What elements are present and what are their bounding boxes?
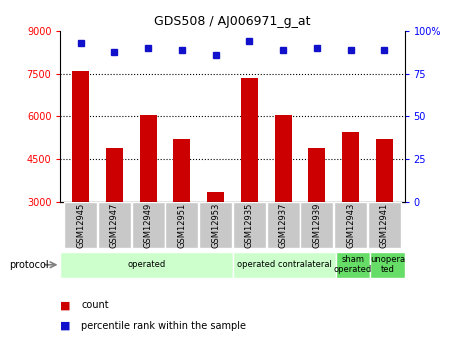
Bar <box>132 202 165 248</box>
Text: sham
operated: sham operated <box>334 255 372 275</box>
Text: unopera
ted: unopera ted <box>370 255 405 275</box>
Text: GSM12937: GSM12937 <box>279 203 288 248</box>
Title: GDS508 / AJ006971_g_at: GDS508 / AJ006971_g_at <box>154 16 311 29</box>
Bar <box>207 192 224 202</box>
Bar <box>300 202 333 248</box>
Bar <box>166 202 199 248</box>
Bar <box>233 202 266 248</box>
Bar <box>106 148 123 202</box>
Bar <box>173 139 190 202</box>
Bar <box>140 115 157 202</box>
Bar <box>368 202 401 248</box>
Text: GSM12949: GSM12949 <box>144 203 153 248</box>
Bar <box>72 71 89 202</box>
Text: GSM12941: GSM12941 <box>380 203 389 248</box>
Text: ■: ■ <box>60 321 71 331</box>
Bar <box>376 139 393 202</box>
Bar <box>275 115 292 202</box>
Bar <box>336 252 370 278</box>
Bar <box>342 132 359 202</box>
Bar <box>266 202 299 248</box>
Bar <box>334 202 367 248</box>
Bar <box>232 252 336 278</box>
Text: GSM12943: GSM12943 <box>346 203 355 248</box>
Text: GSM12945: GSM12945 <box>76 203 85 248</box>
Text: protocol: protocol <box>9 260 49 269</box>
Bar <box>370 252 405 278</box>
Bar <box>98 202 131 248</box>
Text: ■: ■ <box>60 300 71 310</box>
Text: count: count <box>81 300 109 310</box>
Bar <box>241 78 258 202</box>
Bar <box>60 252 232 278</box>
Text: operated: operated <box>127 260 166 269</box>
Text: operated contralateral: operated contralateral <box>237 260 332 269</box>
Text: GSM12935: GSM12935 <box>245 203 254 248</box>
Text: GSM12953: GSM12953 <box>211 203 220 248</box>
Bar <box>199 202 232 248</box>
Text: GSM12939: GSM12939 <box>312 203 321 248</box>
Text: percentile rank within the sample: percentile rank within the sample <box>81 321 246 331</box>
Bar <box>64 202 97 248</box>
Bar <box>308 148 326 202</box>
Text: GSM12951: GSM12951 <box>177 203 186 248</box>
Text: GSM12947: GSM12947 <box>110 203 119 248</box>
